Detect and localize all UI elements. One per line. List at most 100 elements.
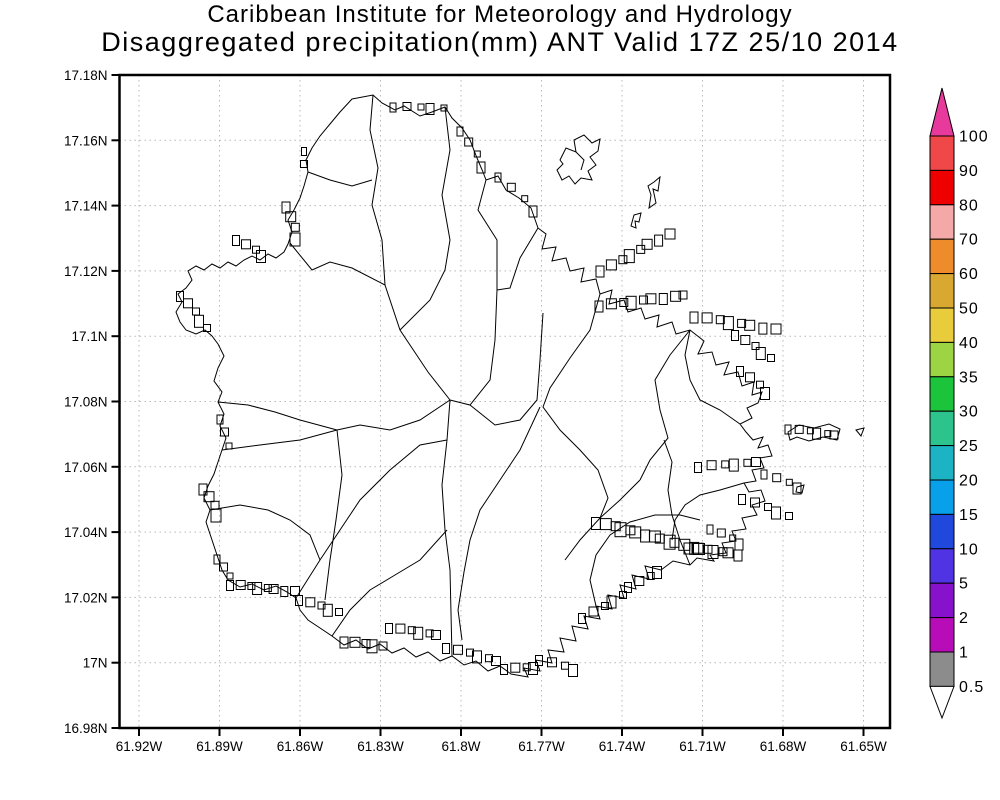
- coastal-catchment-box: [624, 582, 632, 593]
- coastal-catchment-box: [729, 534, 737, 542]
- coastal-catchment-box: [689, 541, 700, 555]
- colorbar-segment: [929, 135, 955, 171]
- colorbar-label: 35: [959, 369, 979, 386]
- coastal-catchment-box: [625, 525, 636, 536]
- coastal-catchment-box: [301, 147, 307, 156]
- watershed-boundary-line: [457, 406, 541, 641]
- coastal-catchment-box: [639, 295, 648, 305]
- plot-frame: [118, 73, 892, 730]
- coastal-catchment-box: [263, 584, 272, 592]
- coastal-catchment-box: [500, 664, 508, 675]
- coastal-catchment-box: [522, 663, 531, 672]
- coastal-catchment-box: [203, 324, 211, 332]
- coastal-catchment-box: [721, 460, 730, 469]
- coastal-catchment-box: [829, 430, 839, 440]
- watershed-boundary-line: [671, 482, 745, 541]
- coastal-catchment-box: [440, 104, 448, 112]
- plot-title-block: Caribbean Institute for Meteorology and …: [0, 2, 1000, 57]
- lon-axis-tick-label: 61.86W: [277, 739, 324, 754]
- lat-axis-tick-label: 17N: [83, 656, 108, 671]
- colorbar-segment: [929, 582, 955, 619]
- colorbar-segment: [929, 651, 955, 687]
- colorbar-segment: [929, 307, 955, 343]
- coastal-catchment-box: [683, 542, 693, 555]
- coastal-catchment-box: [750, 497, 760, 508]
- coastal-catchment-box: [385, 623, 393, 634]
- coastal-catchment-box: [289, 232, 301, 247]
- lat-axis-tick-label: 17.1N: [71, 329, 107, 344]
- coastal-catchment-box: [731, 330, 739, 341]
- coastal-catchment-box: [654, 234, 664, 247]
- coastal-catchment-box: [606, 595, 617, 609]
- coastal-catchment-box: [770, 323, 782, 335]
- watershed-boundary-line: [336, 399, 451, 431]
- coastal-catchment-box: [689, 311, 699, 324]
- coastal-catchment-box: [771, 506, 781, 520]
- colorbar-label: 90: [959, 163, 979, 180]
- coastal-catchment-box: [472, 650, 482, 664]
- coastal-catchment-box: [641, 238, 653, 250]
- lat-axis-tick-label: 17.18N: [64, 68, 108, 83]
- colorbar-label: 50: [959, 301, 979, 318]
- watershed-boundary-line: [221, 429, 338, 451]
- coastal-catchment-box: [280, 586, 289, 597]
- coastal-catchment-box: [535, 655, 543, 666]
- lat-axis-tick-label: 17.04N: [64, 525, 108, 540]
- coastal-catchment-box: [349, 636, 361, 648]
- coastal-catchment-box: [758, 322, 768, 335]
- colorbar-label: 40: [959, 335, 979, 352]
- coastal-catchment-box: [402, 102, 412, 111]
- colorbar-underflow-arrow: [929, 685, 955, 720]
- coastal-catchment-box: [785, 478, 793, 486]
- coastal-catchment-box: [736, 366, 744, 377]
- coastal-catchment-box: [247, 582, 256, 590]
- lat-axis-tick-label: 17.06N: [64, 460, 108, 475]
- coastal-catchment-box: [425, 629, 434, 638]
- institution-title: Caribbean Institute for Meteorology and …: [207, 1, 793, 28]
- lat-axis-tick-label: 17.02N: [64, 590, 108, 605]
- coastal-catchment-box: [389, 102, 397, 113]
- coastal-catchment-box: [510, 662, 521, 673]
- colorbar-label: 0.5: [959, 679, 984, 696]
- coastal-catchment-box: [491, 656, 501, 666]
- coastal-catchment-box: [213, 554, 221, 565]
- islet-outline: [630, 212, 642, 229]
- lat-axis-tick-label: 17.14N: [64, 199, 108, 214]
- colorbar-label: 15: [959, 507, 979, 524]
- colorbar-segment: [929, 238, 955, 275]
- coastal-catchment-box: [425, 103, 435, 115]
- coastal-catchment-box: [678, 290, 688, 300]
- coastal-catchment-box: [578, 613, 586, 624]
- coastal-catchment-box: [760, 469, 768, 480]
- lon-axis-tick-label: 61.68W: [760, 739, 807, 754]
- coastal-catchment-box: [176, 291, 184, 302]
- coastal-catchment-box: [794, 424, 804, 434]
- colorbar-label: 10: [959, 541, 979, 558]
- islet-outline: [647, 175, 661, 210]
- coastal-catchment-box: [547, 657, 557, 668]
- colorbar-segment: [929, 273, 955, 309]
- coastal-catchment-box: [772, 473, 782, 483]
- coastal-catchment-box: [625, 295, 637, 310]
- watershed-boundary-line: [575, 151, 585, 171]
- coastal-catchment-box: [219, 562, 228, 572]
- colorbar-segment: [929, 376, 955, 412]
- colorbar-label: 25: [959, 438, 979, 455]
- coastal-catchment-box: [706, 460, 717, 471]
- coastal-catchment-box: [476, 161, 486, 174]
- coastal-catchment-box: [743, 458, 752, 467]
- coastal-catchment-box: [456, 126, 464, 137]
- lon-axis-tick-label: 61.8W: [441, 739, 480, 754]
- coastal-catchment-box: [595, 265, 605, 278]
- coastal-catchment-box: [658, 293, 668, 305]
- coastal-catchment-box: [764, 503, 772, 511]
- watershed-boundary-line: [209, 504, 321, 561]
- coastal-catchment-box: [216, 414, 224, 425]
- coastal-catchment-box: [619, 298, 629, 307]
- watershed-boundary-line: [399, 106, 451, 331]
- coastal-catchment-box: [618, 255, 628, 265]
- islet-outline: [795, 484, 805, 494]
- coastal-catchment-box: [706, 524, 714, 535]
- coastal-catchment-box: [290, 222, 300, 232]
